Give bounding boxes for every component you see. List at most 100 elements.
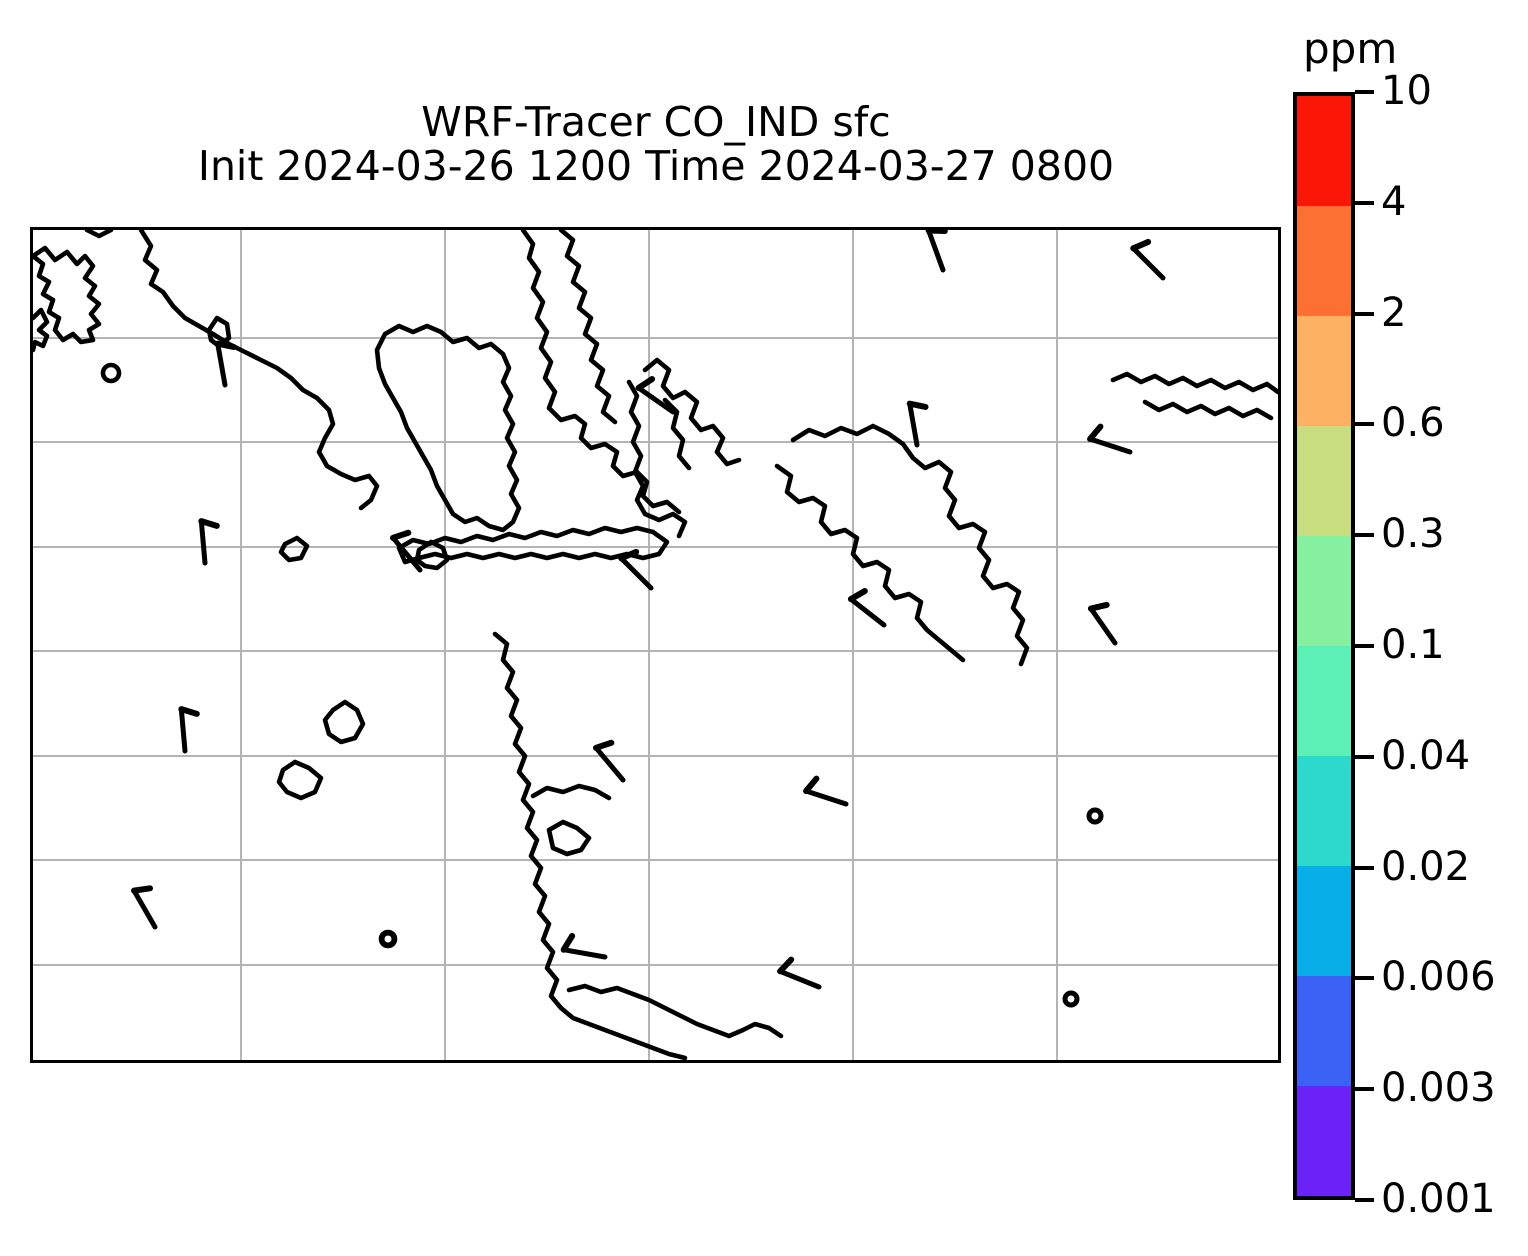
coast-path: [774, 463, 966, 663]
gridline-horizontal-5: [33, 859, 1278, 861]
wind-barb-staff: [636, 385, 676, 415]
coast-path: [520, 230, 682, 515]
gridline-vertical-3: [852, 230, 854, 1060]
colorbar-tick-label-10: 0.001: [1381, 1176, 1496, 1222]
coast-path: [33, 245, 102, 345]
wind-barb-2: [214, 340, 237, 388]
wind-barb-flag: [635, 376, 656, 391]
wind-barb-staff: [593, 745, 626, 783]
wind-barb-flag: [131, 885, 153, 894]
wind-barb-staff: [561, 947, 608, 960]
wind-barb-staff: [1088, 606, 1118, 646]
colorbar-tick-5: [1355, 644, 1374, 648]
gridline-horizontal-6: [33, 964, 1278, 966]
colorbar-tick-label-2: 2: [1381, 289, 1407, 336]
wind-barb-flag: [390, 529, 412, 541]
coast-path: [1142, 399, 1274, 421]
colorbar-tick-label-4: 0.3: [1381, 511, 1445, 558]
colorbar-tick-7: [1355, 865, 1374, 870]
colorbar-tick-label-9: 0.003: [1381, 1065, 1496, 1112]
colorbar-tick-4: [1355, 533, 1374, 538]
colorbar-segment-7: [1297, 866, 1351, 976]
wind-barb-4: [906, 400, 929, 448]
coast-path: [530, 783, 612, 801]
colorbar-tick-0: [1355, 90, 1374, 94]
colorbar-segment-8: [1297, 976, 1351, 1086]
wind-barb-16: [777, 956, 822, 990]
colorbar-gradient: [1293, 92, 1355, 1200]
latlon-gridlines: [33, 230, 1278, 1060]
wind-barb-flag: [1130, 238, 1152, 252]
wind-barb-flag: [214, 340, 237, 350]
wind-barb-9: [847, 588, 887, 628]
coast-path: [558, 230, 618, 425]
wind-barb-8: [618, 548, 654, 591]
coast-island: [414, 539, 450, 571]
wind-barb-flag: [560, 932, 576, 953]
colorbar-tick-label-7: 0.02: [1381, 843, 1471, 890]
colorbar-segment-1: [1297, 206, 1351, 316]
wind-barb-staff: [1130, 245, 1166, 281]
wind-barb-13: [803, 775, 849, 807]
colorbar-segment-0: [1297, 96, 1351, 206]
coast-path: [374, 323, 522, 533]
coast-path: [84, 230, 114, 239]
wind-barb-staff: [777, 968, 822, 990]
wind-barb-flag: [1087, 601, 1110, 612]
wind-barb-flag: [1087, 423, 1104, 443]
gridline-horizontal-3: [33, 650, 1278, 652]
calm-wind-circle-0: [1086, 807, 1104, 825]
wind-barb-staff: [848, 596, 887, 628]
gridline-vertical-0: [240, 230, 242, 1060]
wind-barb-flag: [198, 518, 220, 529]
wind-barb-15: [560, 932, 608, 960]
wind-barb-flag: [847, 588, 868, 603]
coast-island: [278, 535, 310, 563]
coast-path: [662, 397, 692, 471]
gridline-horizontal-1: [33, 441, 1278, 443]
coastline-layer: [33, 230, 1278, 1060]
wind-barb-staff: [215, 341, 228, 388]
coast-path: [396, 525, 670, 565]
wind-barb-svg: [131, 230, 1166, 1008]
wind-barb-flag: [925, 230, 948, 235]
wind-barb-7: [390, 529, 423, 573]
wind-barb-3: [635, 376, 676, 415]
wind-barb-staff: [618, 555, 654, 591]
wind-barb-flag: [777, 956, 795, 975]
coastline-svg: [33, 230, 1278, 1060]
wind-barb-11: [178, 706, 200, 754]
colorbar-units-label: ppm: [1303, 24, 1398, 73]
wind-barb-flag: [593, 739, 615, 751]
wind-barb-staff: [131, 888, 158, 930]
colorbar-tick-2: [1355, 311, 1374, 316]
colorbar-segment-3: [1297, 426, 1351, 536]
wind-barb-6: [198, 518, 220, 566]
colorbar-tick-10: [1355, 1198, 1374, 1202]
title-line-2: Init 2024-03-26 1200 Time 2024-03-27 080…: [197, 142, 1115, 191]
colorbar-segment-9: [1297, 1086, 1351, 1196]
wind-barb-10: [1087, 601, 1118, 646]
colorbar-tick-6: [1355, 754, 1374, 759]
colorbar-tick-label-6: 0.04: [1381, 732, 1471, 779]
colorbar-tick-label-1: 4: [1381, 178, 1407, 225]
colorbar-segment-2: [1297, 316, 1351, 426]
wind-barb-staff: [390, 535, 423, 573]
gridline-horizontal-2: [33, 546, 1278, 548]
wind-barb-flag: [906, 400, 929, 410]
gridline-vertical-1: [444, 230, 446, 1060]
wind-barb-flag: [178, 706, 200, 717]
wind-barb-staff: [178, 706, 188, 754]
wind-barb-5: [1087, 423, 1133, 455]
coast-path: [642, 357, 742, 467]
coast-path: [566, 983, 784, 1039]
coast-path: [138, 230, 380, 511]
gridline-horizontal-4: [33, 755, 1278, 757]
coast-path: [790, 423, 1030, 667]
colorbar[interactable]: [1293, 92, 1355, 1200]
map-plot-area[interactable]: [30, 227, 1281, 1063]
wind-barb-0: [925, 230, 948, 273]
coast-path: [492, 631, 688, 1060]
colorbar-tick-8: [1355, 976, 1374, 981]
